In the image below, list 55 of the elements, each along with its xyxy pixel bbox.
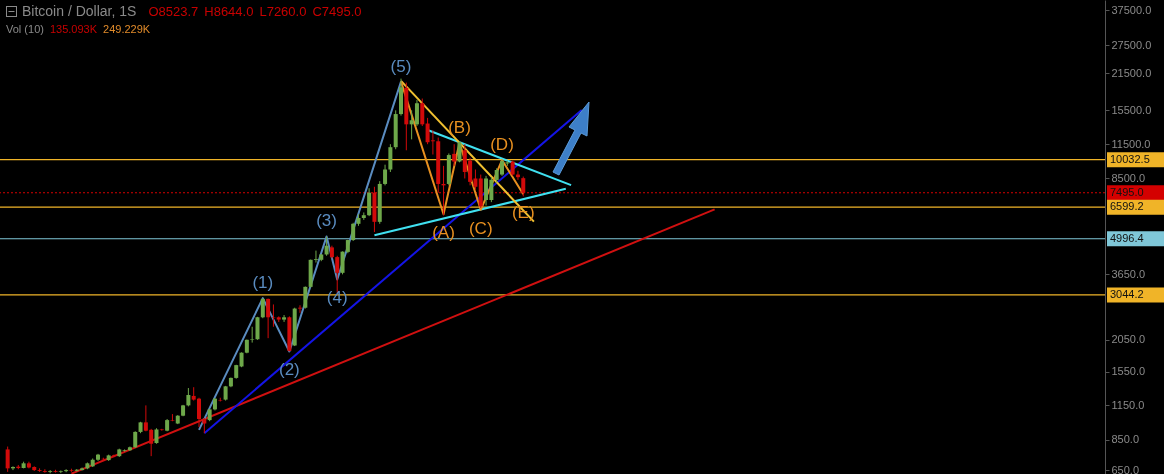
- annotation: L7260.0: [259, 4, 307, 19]
- annotation: (D): [490, 135, 514, 155]
- ref-line-label: 3044.2: [1110, 287, 1144, 300]
- candlestick: [271, 303, 276, 328]
- annotation: H8644.0: [204, 4, 254, 19]
- y-tick-label: 650.0: [1111, 463, 1140, 474]
- y-tick-label: 2050.0: [1111, 333, 1146, 346]
- candlestick: [420, 98, 425, 127]
- candlestick: [414, 99, 419, 127]
- annotation: (C): [468, 218, 493, 238]
- candlestick: [122, 448, 127, 453]
- candlestick: [367, 187, 372, 217]
- candlestick: [42, 468, 47, 474]
- annotation: (B): [448, 117, 471, 137]
- candlestick: [383, 164, 388, 186]
- annotation: (2): [278, 360, 300, 380]
- candlestick: [388, 143, 393, 173]
- annotation: Vol (10): [6, 23, 44, 35]
- annotation: 249.229K: [103, 23, 151, 35]
- candlestick: [266, 298, 271, 339]
- candlestick: [324, 235, 329, 257]
- candlestick: [303, 285, 308, 310]
- y-tick-label: 1150.0: [1111, 398, 1145, 411]
- candlestick: [298, 304, 303, 314]
- ref-line-label: 6599.2: [1110, 200, 1144, 213]
- y-tick-label: 37500.0: [1111, 3, 1152, 16]
- candlestick: [282, 314, 287, 323]
- candlestick: [250, 326, 255, 344]
- candlestick: [186, 387, 191, 407]
- y-tick-label: 15500.0: [1111, 103, 1152, 116]
- candlestick: [351, 222, 356, 242]
- candlestick: [37, 467, 42, 473]
- annotation: C7495.0: [312, 4, 362, 19]
- annotation: (1): [252, 273, 274, 293]
- candlestick: [340, 250, 345, 275]
- y-tick-label: 1550.0: [1111, 365, 1146, 378]
- candlestick: [5, 446, 10, 473]
- candlestick: [484, 175, 489, 206]
- chart-title: Bitcoin / Dollar, 1S: [22, 3, 137, 19]
- annotation: 135.093K: [49, 23, 98, 35]
- ref-line-label: 7495.0: [1110, 185, 1144, 198]
- annotation: (5): [390, 56, 412, 76]
- y-tick-label: 3650.0: [1111, 267, 1146, 280]
- candlestick: [452, 143, 457, 167]
- ref-line-label: 10032.5: [1110, 152, 1150, 165]
- line-series: [198, 80, 403, 431]
- annotation: O8523.7: [148, 4, 199, 19]
- candlestick: [64, 468, 69, 473]
- y-tick-label: 27500.0: [1111, 38, 1152, 51]
- annotation: (3): [316, 211, 337, 231]
- y-tick-label: 21500.0: [1111, 66, 1152, 79]
- y-tick-label: 850.0: [1111, 433, 1140, 446]
- ref-line-label: 4996.4: [1110, 231, 1144, 244]
- y-tick-label: 8500.0: [1111, 171, 1146, 184]
- y-tick-label: 11500.0: [1111, 137, 1151, 150]
